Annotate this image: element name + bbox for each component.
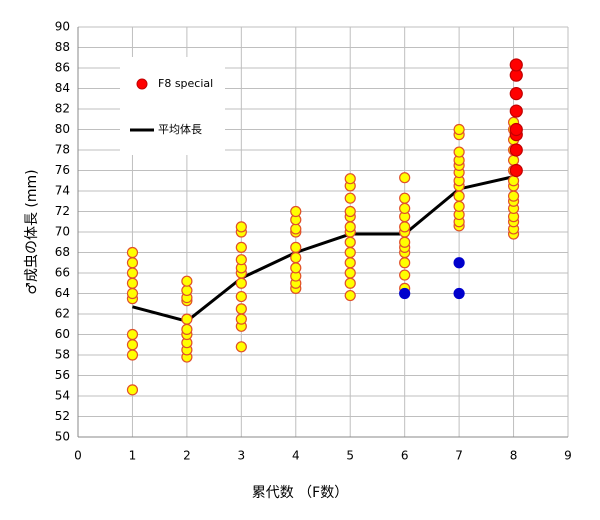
point <box>235 341 247 353</box>
point <box>507 190 520 202</box>
point <box>235 254 247 266</box>
point <box>290 223 302 235</box>
point <box>399 269 411 281</box>
point <box>344 289 356 302</box>
point <box>181 275 193 287</box>
point <box>453 146 465 158</box>
point <box>126 246 139 259</box>
point <box>399 236 411 248</box>
point <box>453 257 465 269</box>
point <box>181 284 193 297</box>
point <box>453 287 465 300</box>
point <box>509 104 523 118</box>
legend-label: 平均体長 <box>158 122 202 136</box>
point <box>453 190 465 202</box>
point <box>126 349 139 361</box>
x-tick-label: 4 <box>292 449 300 463</box>
x-tick-label: 3 <box>238 449 246 463</box>
point <box>344 277 356 289</box>
y-tick-label: 72 <box>55 204 70 218</box>
mean-line <box>132 175 514 323</box>
y-tick-label: 80 <box>55 122 70 136</box>
point <box>344 246 356 259</box>
point <box>399 172 411 184</box>
point <box>399 202 411 215</box>
y-tick-label: 74 <box>55 184 70 198</box>
point <box>453 123 465 136</box>
point <box>399 257 411 269</box>
y-tick-label: 60 <box>55 327 70 341</box>
point <box>126 287 139 300</box>
x-tick-label: 2 <box>183 449 191 463</box>
point <box>181 323 193 335</box>
x-axis-label: 累代数 （F数） <box>252 485 349 501</box>
y-tick-label: 62 <box>55 307 70 321</box>
point <box>509 163 523 178</box>
point <box>290 262 302 274</box>
point <box>344 205 356 218</box>
x-tick-label: 6 <box>401 449 409 463</box>
y-tick-label: 58 <box>55 348 70 362</box>
y-tick-label: 90 <box>55 20 70 34</box>
legend-box <box>120 57 225 155</box>
point <box>235 303 247 315</box>
point <box>290 241 302 253</box>
y-tick-label: 50 <box>55 430 70 444</box>
point <box>290 205 302 218</box>
point <box>344 221 356 233</box>
x-tick-label: 9 <box>564 449 572 463</box>
point <box>509 87 523 101</box>
point <box>344 192 356 204</box>
point <box>126 384 139 396</box>
point <box>126 277 139 289</box>
legend-label: F8 special <box>158 77 213 90</box>
y-tick-label: 68 <box>55 245 70 259</box>
x-tick-label: 8 <box>510 449 518 463</box>
point <box>235 313 247 325</box>
point <box>126 257 139 269</box>
point <box>126 328 139 341</box>
point <box>344 236 356 248</box>
point <box>235 290 247 303</box>
y-tick-label: 54 <box>55 389 70 403</box>
point <box>344 257 356 269</box>
point <box>235 277 247 289</box>
y-tick-label: 78 <box>55 143 70 157</box>
point <box>509 58 523 72</box>
y-tick-label: 84 <box>55 81 70 95</box>
point <box>399 192 411 204</box>
point <box>181 313 193 325</box>
point <box>344 173 356 185</box>
x-tick-label: 1 <box>129 449 137 463</box>
point <box>507 175 520 187</box>
point <box>126 339 139 351</box>
y-tick-label: 56 <box>55 368 70 382</box>
y-tick-label: 82 <box>55 102 70 116</box>
point <box>290 252 302 264</box>
y-tick-label: 52 <box>55 409 70 423</box>
point <box>399 221 411 233</box>
y-tick-label: 88 <box>55 40 70 54</box>
point <box>235 221 247 233</box>
y-tick-label: 86 <box>55 61 70 75</box>
y-tick-label: 64 <box>55 286 70 300</box>
y-tick-label: 70 <box>55 225 70 239</box>
point <box>453 200 465 212</box>
x-tick-label: 0 <box>74 449 82 463</box>
y-tick-label: 76 <box>55 163 70 177</box>
legend-swatch <box>136 78 148 90</box>
point <box>507 154 520 166</box>
y-tick-label: 66 <box>55 266 70 280</box>
x-tick-label: 7 <box>455 449 463 463</box>
y-axis-label: ♂成虫の体長 (mm) <box>24 169 40 294</box>
point <box>235 241 247 253</box>
point <box>509 122 523 137</box>
point <box>399 287 411 300</box>
point <box>344 267 356 279</box>
point <box>509 143 523 157</box>
point <box>126 267 139 279</box>
x-tick-label: 5 <box>346 449 354 463</box>
